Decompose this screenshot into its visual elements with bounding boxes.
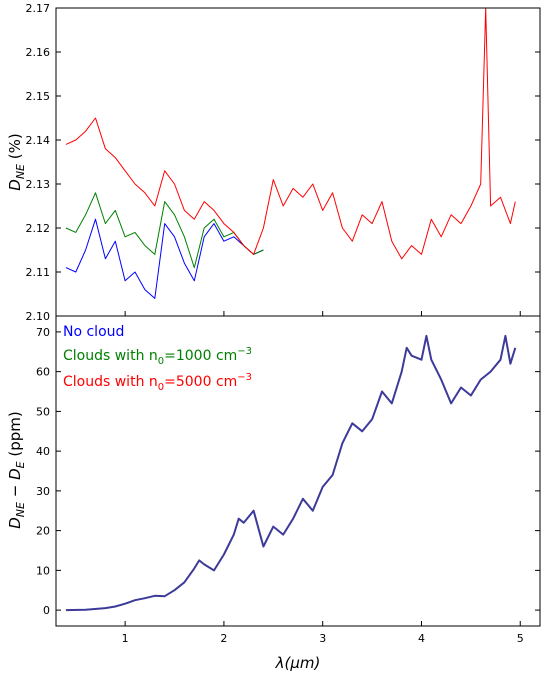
legend-entry-no-cloud: No cloud xyxy=(63,324,124,340)
legend: No cloud Clouds with n0=1000 cm−3 Clouds… xyxy=(63,324,252,393)
y-tick-label: 0 xyxy=(43,604,50,617)
y-tick-label: 20 xyxy=(36,525,50,538)
x-tick-label: 3 xyxy=(319,632,326,645)
y-tick-label: 2.17 xyxy=(26,2,51,15)
y-tick-label: 70 xyxy=(36,326,50,339)
top-series-line-2 xyxy=(65,7,516,260)
y-tick-label: 2.16 xyxy=(26,46,51,59)
y-tick-label: 40 xyxy=(36,445,50,458)
bottom-y-axis-label: DNE − DE (ppm) xyxy=(6,411,27,529)
y-tick-label: 10 xyxy=(36,564,50,577)
y-tick-label: 30 xyxy=(36,485,50,498)
top-series-line-0 xyxy=(65,218,264,299)
x-tick-label: 1 xyxy=(122,632,129,645)
legend-entry-clouds-1000: Clouds with n0=1000 cm−3 xyxy=(63,346,252,367)
bottom-panel: 0 10 20 30 40 50 60 70 1 2 3 4 5 DNE − DE (ppm) λ(μ… xyxy=(6,315,541,672)
bottom-y-axis: 0 10 20 30 40 50 60 70 xyxy=(36,326,540,617)
top-plot-frame xyxy=(55,7,541,317)
y-tick-label: 2.10 xyxy=(26,310,51,323)
bottom-plot-lines xyxy=(65,334,517,612)
x-tick-label: 4 xyxy=(418,632,425,645)
x-tick-label: 2 xyxy=(220,632,227,645)
legend-entry-clouds-5000: Clouds with n0=5000 cm−3 xyxy=(63,372,252,393)
top-y-axis: 2.10 2.11 2.12 2.13 2.14 2.15 2.16 2.17 xyxy=(26,2,540,323)
top-panel: 2.10 2.11 2.12 2.13 2.14 2.15 2.16 2.17 DNE (%) xyxy=(6,2,541,323)
bottom-x-axis-label: λ(μm) xyxy=(275,654,321,672)
bottom-series-line-0 xyxy=(65,334,517,612)
y-tick-label: 2.13 xyxy=(26,178,51,191)
x-tick-label: 5 xyxy=(517,632,524,645)
y-tick-label: 2.12 xyxy=(26,222,51,235)
top-y-axis-label: DNE (%) xyxy=(6,133,27,190)
top-series-line-1 xyxy=(65,192,264,269)
y-tick-label: 2.15 xyxy=(26,90,51,103)
bottom-x-axis: 1 2 3 4 5 xyxy=(122,621,524,645)
top-plot-lines xyxy=(65,7,516,299)
y-tick-label: 60 xyxy=(36,366,50,379)
bottom-plot-frame xyxy=(55,315,541,627)
y-tick-label: 2.14 xyxy=(26,134,51,147)
y-tick-label: 50 xyxy=(36,405,50,418)
y-tick-label: 2.11 xyxy=(26,266,51,279)
